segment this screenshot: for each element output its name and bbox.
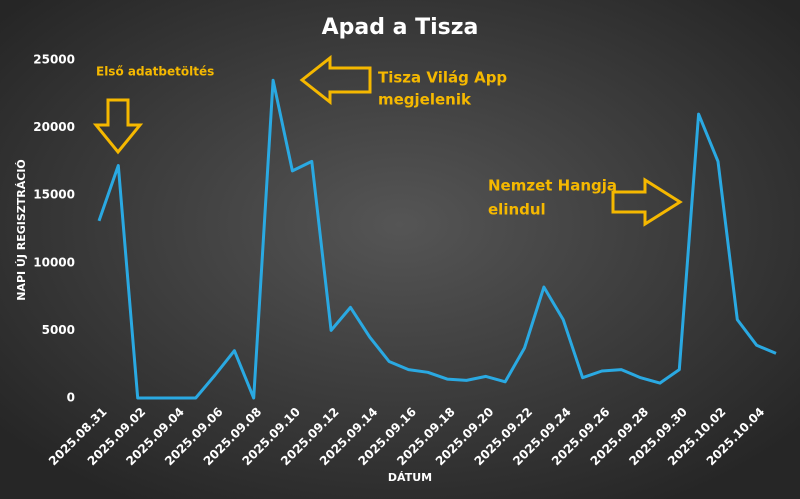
annotation: megjelenik xyxy=(378,91,472,109)
annotation: elindul xyxy=(488,201,546,219)
chart-title: Apad a Tisza xyxy=(322,15,479,40)
line xyxy=(97,78,777,400)
annotation: Nemzet Hangja xyxy=(488,177,617,195)
arrow xyxy=(299,54,372,106)
y-tick-label: 5000 xyxy=(42,323,75,337)
y-tick-label: 20000 xyxy=(33,120,75,134)
y-tick-label: 10000 xyxy=(33,255,75,269)
arrow xyxy=(92,98,144,155)
arrow xyxy=(611,177,683,227)
y-tick-label: 0 xyxy=(67,391,75,405)
y-tick-label: 25000 xyxy=(33,53,75,67)
y-tick-label: 15000 xyxy=(33,188,75,202)
annotation: Tisza Világ App xyxy=(378,69,507,87)
x-axis-label: DÁTUM xyxy=(388,471,432,484)
annotation: Első adatbetöltés xyxy=(96,65,214,79)
y-axis-label: NAPI ÚJ REGISZTRÁCIÓ xyxy=(15,159,28,301)
